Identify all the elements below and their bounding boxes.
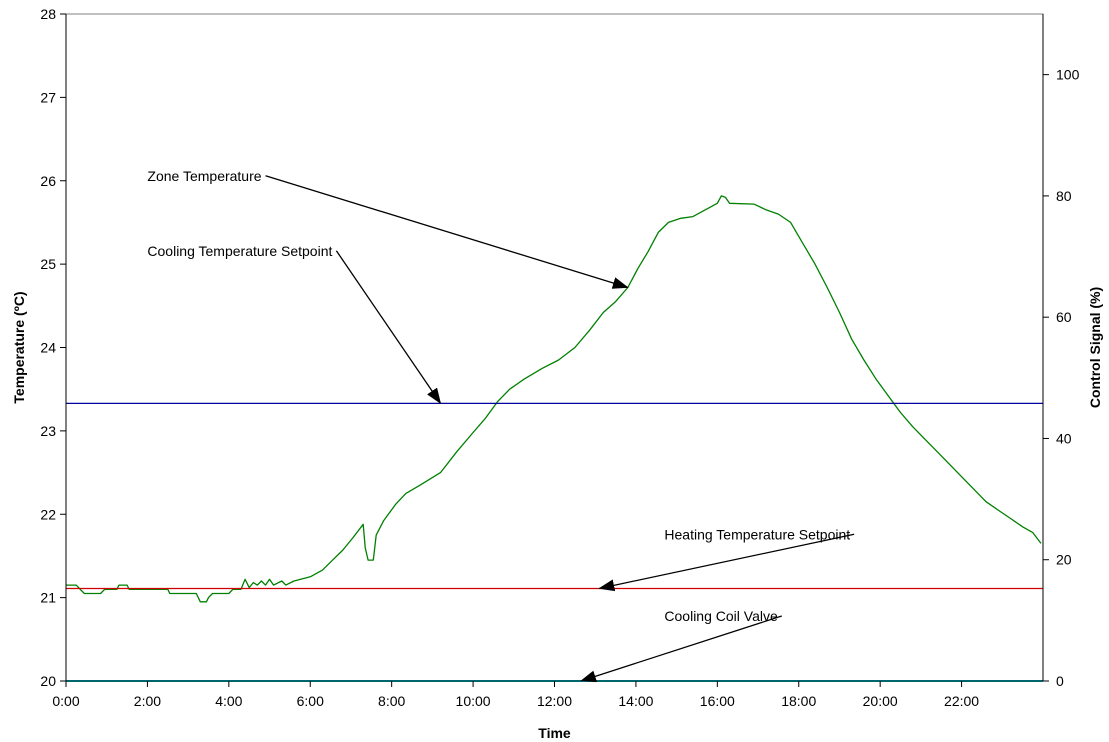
x-tick-label: 14:00 bbox=[618, 693, 653, 709]
y2-tick-label: 60 bbox=[1056, 309, 1072, 325]
x-tick-label: 10:00 bbox=[456, 693, 491, 709]
x-tick-label: 6:00 bbox=[297, 693, 324, 709]
x-tick-label: 4:00 bbox=[215, 693, 242, 709]
x-tick-label: 2:00 bbox=[134, 693, 161, 709]
x-tick-label: 12:00 bbox=[537, 693, 572, 709]
axis-layer: 20 21 22 23 24 25 26 27 28 0 20 40 60 80 100 0:00 2:00 4:… bbox=[40, 6, 1079, 709]
y-tick-label: 23 bbox=[40, 423, 56, 439]
plot-border bbox=[65, 13, 1044, 682]
y2-tick-label: 100 bbox=[1056, 67, 1080, 83]
annotation-arrow bbox=[265, 175, 629, 289]
y-tick-label: 20 bbox=[40, 673, 56, 689]
annotation-label: Cooling Coil Valve bbox=[664, 608, 778, 624]
x-tick-label: 20:00 bbox=[863, 693, 898, 709]
x-tick-label: 0:00 bbox=[52, 693, 79, 709]
plot-area bbox=[65, 13, 1044, 682]
y2-tick-label: 80 bbox=[1056, 188, 1072, 204]
y-tick-label: 27 bbox=[40, 89, 56, 105]
x-axis-title: Time bbox=[538, 725, 571, 741]
annotation-label: Cooling Temperature Setpoint bbox=[147, 243, 332, 259]
y-tick-label: 24 bbox=[40, 340, 56, 356]
x-tick-label: 8:00 bbox=[378, 693, 405, 709]
x-tick-label: 22:00 bbox=[944, 693, 979, 709]
y2-tick-label: 40 bbox=[1056, 430, 1072, 446]
annotation-arrow bbox=[335, 250, 442, 405]
y2-tick-label: 0 bbox=[1056, 673, 1064, 689]
y2-axis-title: Control Signal (%) bbox=[1087, 287, 1103, 408]
annotation-label: Heating Temperature Setpoint bbox=[664, 526, 850, 542]
y-tick-label: 26 bbox=[40, 173, 56, 189]
y-tick-label: 25 bbox=[40, 256, 56, 272]
annotation-layer: Zone Temperature Cooling Temperature Setp… bbox=[147, 168, 855, 683]
y-tick-label: 22 bbox=[40, 506, 56, 522]
y-tick-label: 21 bbox=[40, 590, 56, 606]
series-line-zone-temperature bbox=[66, 195, 1042, 603]
x-tick-label: 16:00 bbox=[700, 693, 735, 709]
x-tick-label: 18:00 bbox=[781, 693, 816, 709]
y2-tick-label: 20 bbox=[1056, 552, 1072, 568]
y-tick-label: 28 bbox=[40, 6, 56, 22]
annotation-arrow bbox=[580, 615, 782, 683]
annotation-label: Zone Temperature bbox=[147, 168, 261, 184]
y-axis-title: Temperature (ºC) bbox=[11, 291, 27, 403]
annotation-arrow bbox=[598, 533, 855, 592]
